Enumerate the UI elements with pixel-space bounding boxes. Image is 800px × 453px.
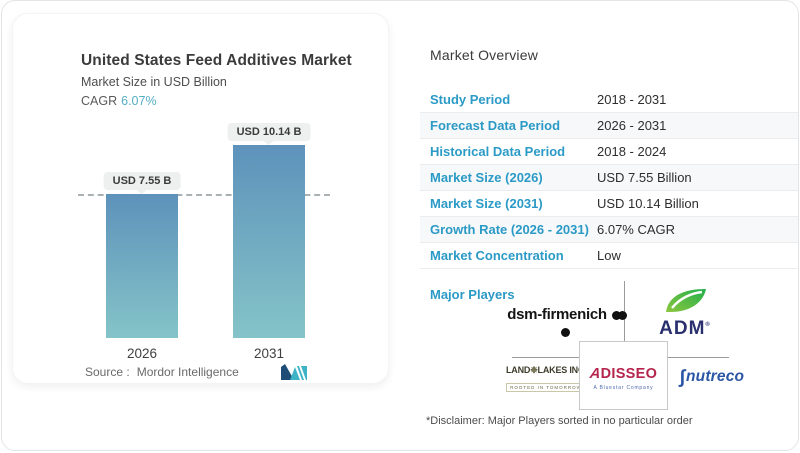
mordor-intelligence-logo-icon bbox=[281, 364, 307, 380]
land-o-lakes-tagline: ROOTED IN TOMORROW bbox=[506, 383, 586, 392]
source-name: Mordor Intelligence bbox=[136, 365, 239, 379]
table-row: Market Concentration Low bbox=[420, 243, 798, 269]
dsm-dots-icon bbox=[561, 328, 570, 337]
logo-adisseo: ADISSEO A Bluestar Company bbox=[579, 341, 668, 410]
row-value: USD 10.14 Billion bbox=[597, 196, 699, 211]
row-value: 2018 - 2031 bbox=[597, 92, 667, 107]
logo-adm: ADM® bbox=[642, 287, 728, 339]
row-label: Market Size (2026) bbox=[430, 170, 543, 185]
adm-wordmark: ADM® bbox=[659, 318, 711, 339]
table-row: Market Size (2026) USD 7.55 Billion bbox=[420, 165, 798, 191]
adm-registered-mark: ® bbox=[705, 322, 711, 328]
row-value: 6.07% CAGR bbox=[597, 222, 676, 237]
tooltip-2031: USD 10.14 B bbox=[227, 123, 311, 141]
overview-table: Study Period 2018 - 2031 Forecast Data P… bbox=[420, 87, 798, 269]
row-value: USD 7.55 Billion bbox=[597, 170, 692, 185]
row-label: Growth Rate (2026 - 2031) bbox=[430, 222, 589, 237]
x-axis-label-2026: 2026 bbox=[126, 346, 158, 361]
disclaimer-text: *Disclaimer: Major Players sorted in no … bbox=[426, 415, 693, 427]
bar-2026 bbox=[106, 194, 178, 338]
nutreco-wordmark: nutreco bbox=[685, 368, 745, 385]
tooltip-2026: USD 7.55 B bbox=[103, 172, 181, 190]
land-o-lakes-emblem-icon: ❉ bbox=[530, 365, 538, 375]
adm-leaf-icon bbox=[666, 289, 706, 312]
table-row: Study Period 2018 - 2031 bbox=[420, 87, 798, 113]
reference-line bbox=[78, 194, 330, 196]
table-row: Market Size (2031) USD 10.14 Billion bbox=[420, 191, 798, 217]
row-value: Low bbox=[597, 248, 621, 263]
source-attribution: Source : Mordor Intelligence bbox=[85, 365, 239, 379]
table-row: Historical Data Period 2018 - 2024 bbox=[420, 139, 798, 165]
row-label: Historical Data Period bbox=[430, 144, 566, 159]
logo-dsm-firmenich: dsm-firmenich bbox=[507, 306, 627, 340]
nutreco-swoosh-icon: ∫ bbox=[679, 367, 685, 388]
table-row: Growth Rate (2026 - 2031) 6.07% CAGR bbox=[420, 217, 798, 243]
source-label: Source : bbox=[85, 365, 130, 379]
major-players-label: Major Players bbox=[430, 287, 515, 302]
row-value: 2018 - 2024 bbox=[597, 144, 667, 159]
dsm-firmenich-wordmark: dsm-firmenich bbox=[507, 306, 607, 323]
chart-subtitle: Market Size in USD Billion bbox=[81, 75, 227, 89]
table-row: Forecast Data Period 2026 - 2031 bbox=[420, 113, 798, 139]
logo-land-o-lakes: LAND❉LAKES INC. ROOTED IN TOMORROW bbox=[506, 365, 587, 394]
bar-2031 bbox=[233, 145, 305, 338]
logo-nutreco: ∫nutreco bbox=[667, 367, 757, 389]
dsm-dots-icon bbox=[611, 311, 621, 320]
adisseo-wordmark: ADISSEO bbox=[587, 366, 658, 382]
row-label: Market Concentration bbox=[430, 248, 564, 263]
row-value: 2026 - 2031 bbox=[597, 118, 667, 133]
overview-title: Market Overview bbox=[430, 47, 539, 63]
market-overview-panel: Market Overview Study Period 2018 - 2031… bbox=[412, 1, 798, 450]
row-label: Study Period bbox=[430, 92, 511, 107]
cagr-value: 6.07% bbox=[121, 94, 157, 108]
chart-title: United States Feed Additives Market bbox=[81, 52, 352, 69]
row-label: Forecast Data Period bbox=[430, 118, 561, 133]
chart-cagr: CAGR 6.07% bbox=[81, 94, 157, 108]
cagr-label: CAGR bbox=[81, 94, 118, 108]
land-o-lakes-wordmark: LAND❉LAKES INC. bbox=[506, 365, 587, 375]
dsm-dots-icon bbox=[617, 311, 627, 320]
chart-card: United States Feed Additives Market Mark… bbox=[12, 13, 389, 384]
adisseo-tagline: A Bluestar Company bbox=[593, 385, 654, 391]
x-axis-label-2031: 2031 bbox=[253, 346, 285, 361]
row-label: Market Size (2031) bbox=[430, 196, 543, 211]
